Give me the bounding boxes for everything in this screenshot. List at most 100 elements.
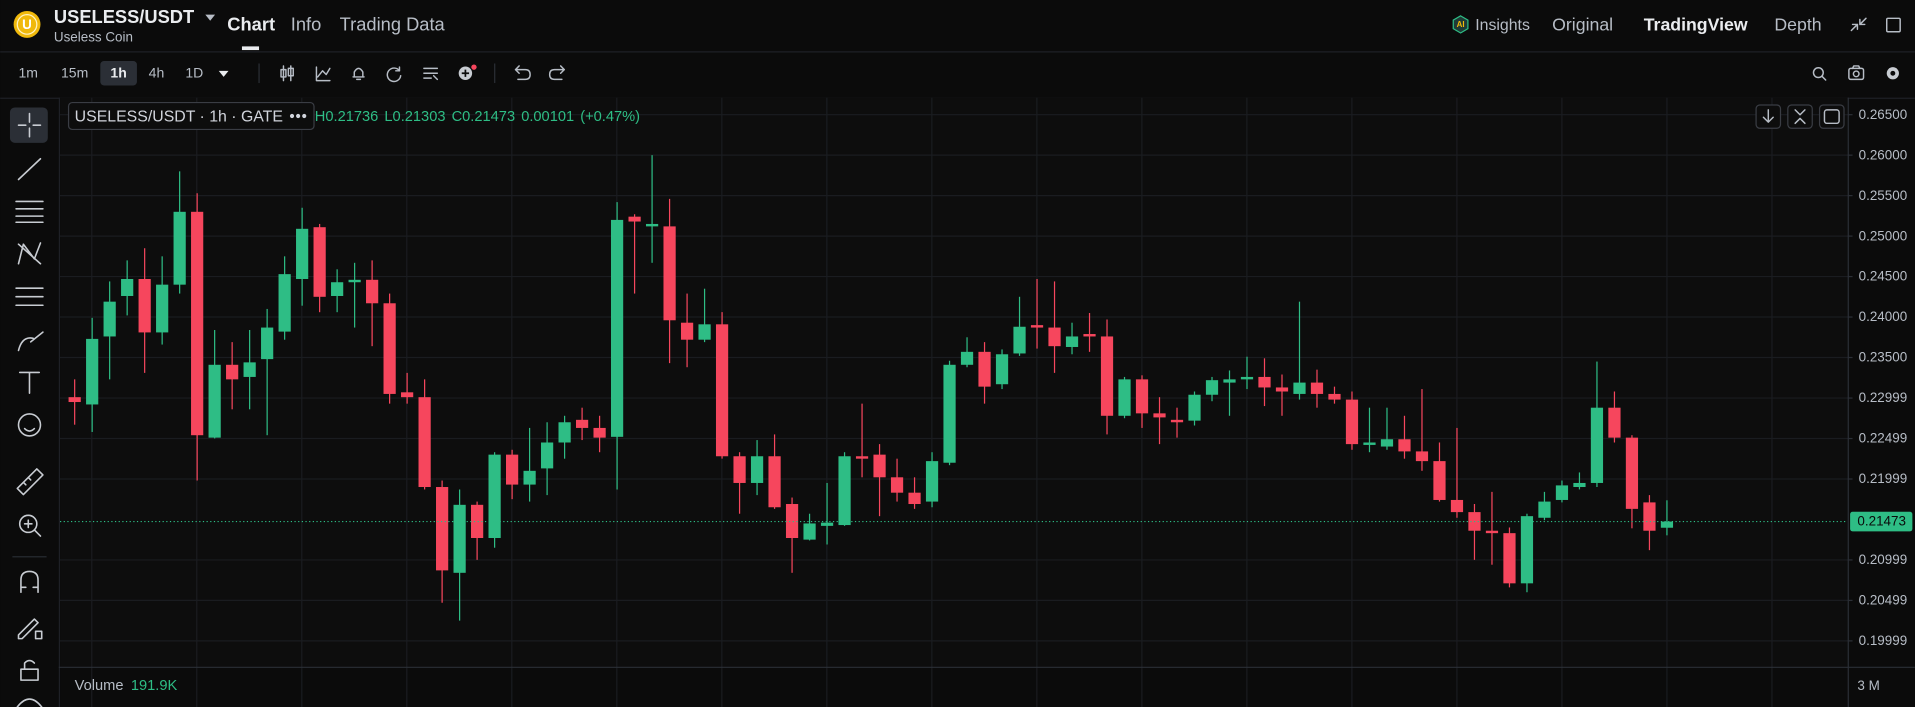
candle-body: [1433, 461, 1446, 500]
refresh-icon[interactable]: [386, 66, 402, 83]
status-value: 0.00101: [521, 109, 574, 125]
candle-body: [156, 284, 169, 333]
status-value: (+0.47%): [580, 109, 640, 125]
symbol[interactable]: USELESS/USDT: [54, 6, 194, 27]
view-tab[interactable]: TradingView: [1644, 14, 1748, 34]
candle-body: [698, 324, 711, 340]
screenshot-icon[interactable]: [1848, 65, 1865, 81]
candle-body: [785, 504, 799, 539]
candle-body: [925, 461, 939, 502]
candle-body: [680, 322, 694, 340]
emoji-tool[interactable]: [17, 413, 42, 437]
symbol-caret[interactable]: [205, 14, 216, 21]
nav-tab[interactable]: Info: [291, 13, 322, 34]
reset-button[interactable]: [1818, 104, 1845, 129]
candle-body: [471, 504, 484, 539]
view-tab[interactable]: Depth: [1774, 14, 1821, 34]
candle-body: [1013, 326, 1026, 354]
settings-icon[interactable]: [1886, 67, 1899, 80]
legend-menu[interactable]: [289, 113, 307, 119]
interval[interactable]: 15m: [61, 65, 88, 81]
insights-icon: AI: [1452, 15, 1469, 34]
candle-body: [68, 397, 81, 403]
candle-body: [243, 362, 256, 377]
candle-body: [575, 419, 589, 428]
volume-value: 191.9K: [131, 678, 178, 694]
candle-body: [628, 216, 641, 222]
candle-body: [1048, 327, 1061, 347]
reset-icon: [1823, 109, 1840, 125]
template-icon[interactable]: [423, 67, 439, 81]
candle-body: [1240, 376, 1254, 380]
candle-body: [1503, 533, 1516, 584]
interval[interactable]: 4h: [149, 65, 165, 81]
y-tick-label: 0.22999: [1859, 390, 1908, 405]
candle-body: [1363, 442, 1376, 445]
candle-body: [803, 523, 816, 540]
scroll-icon: [1762, 109, 1774, 123]
candle-type-icon[interactable]: [280, 65, 294, 82]
candle-body: [540, 442, 554, 469]
active-tab-indicator: [241, 46, 260, 51]
ruler-tool[interactable]: [16, 468, 44, 496]
candle-body: [436, 487, 449, 571]
fit-button[interactable]: [1787, 104, 1813, 129]
zoom-tool[interactable]: [18, 514, 42, 537]
candle-body: [1415, 451, 1429, 462]
prediction-tool[interactable]: [15, 287, 44, 307]
candle-body: [1030, 325, 1044, 328]
search-icon[interactable]: [1812, 67, 1827, 81]
candle-body: [1170, 419, 1184, 423]
trendline-tool[interactable]: [17, 157, 42, 181]
y-tick-label: 0.22499: [1859, 431, 1908, 446]
candle-body: [1258, 376, 1271, 388]
status-value: C0.21473: [452, 109, 515, 125]
crosshair-tool[interactable]: [17, 112, 42, 138]
lock-tool[interactable]: [20, 659, 39, 681]
candle-body: [1625, 437, 1639, 509]
chart-buttons: [1755, 104, 1845, 129]
magnet-tool[interactable]: [20, 570, 39, 594]
undo-icon[interactable]: [514, 65, 531, 81]
text-tool[interactable]: [18, 371, 41, 394]
candle-body: [383, 303, 396, 394]
collapse-icon[interactable]: [1850, 17, 1867, 32]
candle-body: [1643, 502, 1656, 531]
fullscreen-icon[interactable]: [1886, 17, 1901, 33]
candle-body: [1100, 336, 1114, 416]
redo-icon[interactable]: [548, 65, 566, 81]
last-price-label: 0.21473: [1857, 514, 1906, 529]
add-indicator-icon[interactable]: [458, 64, 477, 80]
y-tick-label: 0.21999: [1859, 471, 1908, 486]
candle-body: [1345, 399, 1359, 445]
brush-tool[interactable]: [17, 331, 44, 352]
volume-axis-label: 3 M: [1857, 678, 1879, 693]
candle-body: [1660, 521, 1674, 528]
candle-body: [505, 454, 519, 485]
header: U USELESS/USDT Useless Coin Chart Info Tra…: [13, 6, 1901, 51]
legend-box[interactable]: [67, 101, 315, 131]
visibility-tool[interactable]: [16, 698, 43, 707]
candle-body: [226, 364, 239, 380]
fib-tool[interactable]: [15, 200, 44, 224]
candle-body: [820, 522, 834, 526]
y-tick-label: 0.26000: [1859, 147, 1908, 162]
candle-body: [1118, 379, 1131, 416]
coin-name: Useless Coin: [54, 29, 133, 44]
view-tab[interactable]: Original: [1552, 14, 1613, 34]
pattern-tool[interactable]: [17, 242, 42, 265]
interval-caret[interactable]: [218, 70, 229, 77]
nav-tab[interactable]: Trading Data: [340, 13, 446, 34]
view-tab[interactable]: Insights: [1475, 17, 1530, 34]
interval[interactable]: 1h: [110, 65, 126, 81]
candle-body: [1573, 482, 1586, 488]
candle-body: [366, 279, 379, 304]
lock-drawing-tool[interactable]: [17, 618, 43, 640]
nav-tab[interactable]: Chart: [227, 13, 275, 34]
interval[interactable]: 1m: [19, 65, 38, 81]
alert-icon[interactable]: [352, 67, 365, 81]
indicator-icon[interactable]: [315, 66, 331, 82]
candle-body: [768, 456, 781, 508]
candle-body: [960, 351, 974, 365]
interval[interactable]: 1D: [185, 65, 203, 81]
